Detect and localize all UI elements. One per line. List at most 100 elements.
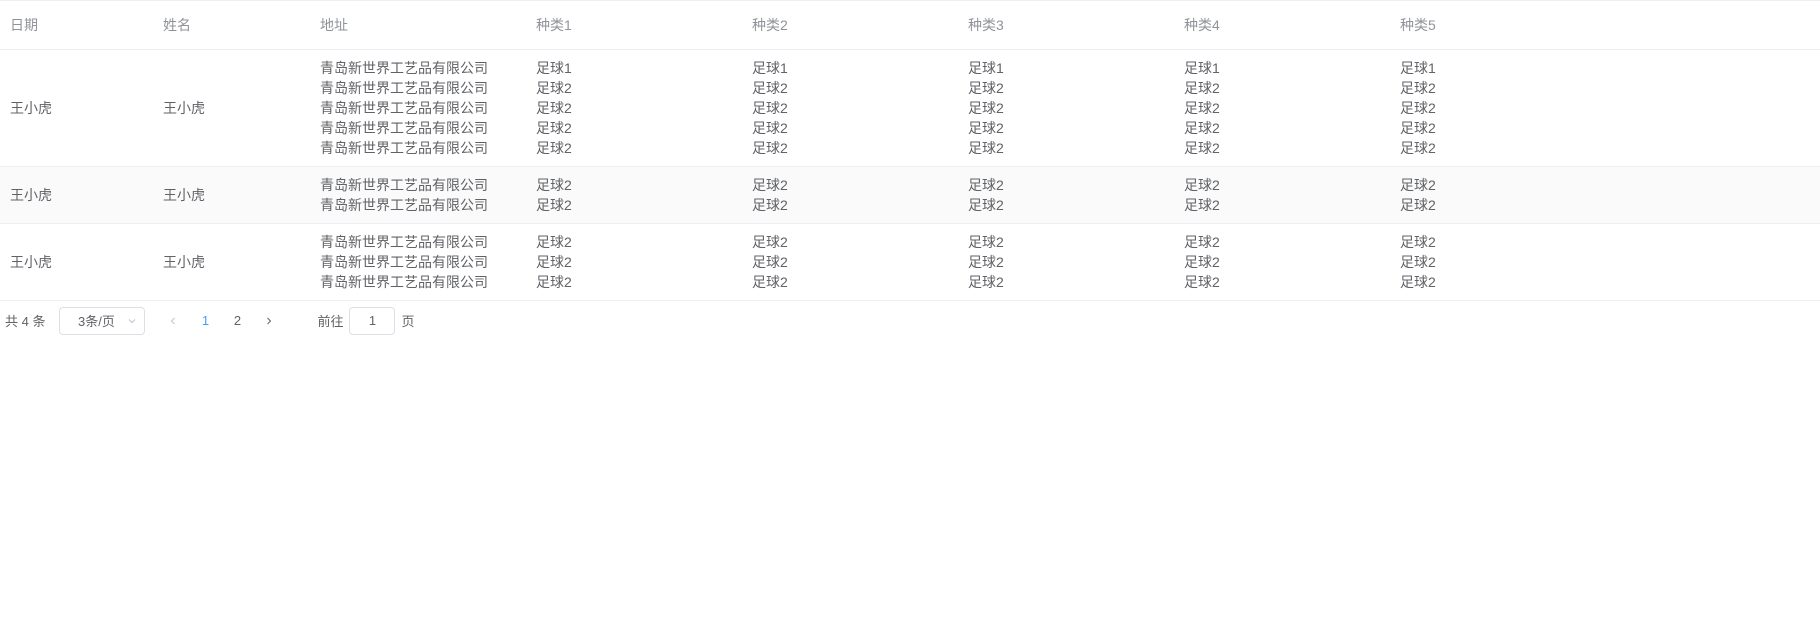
cell-type2: 足球1足球2足球2足球2足球2 — [742, 49, 958, 166]
cell-type1: 足球2足球2足球2 — [526, 223, 742, 300]
cell-type4: 足球2足球2足球2 — [1174, 223, 1390, 300]
data-table: 日期姓名地址种类1种类2种类3种类4种类5 王小虎王小虎青岛新世界工艺品有限公司… — [0, 0, 1820, 301]
cell-line: 足球2 — [968, 98, 1164, 118]
cell-date: 王小虎 — [0, 166, 153, 223]
cell-line: 足球2 — [968, 175, 1164, 195]
cell-line: 足球2 — [536, 252, 732, 272]
column-header-type2: 种类2 — [742, 1, 958, 49]
cell-type5: 足球1足球2足球2足球2足球2 — [1390, 49, 1820, 166]
cell-line: 足球2 — [752, 98, 948, 118]
cell-name: 王小虎 — [153, 223, 310, 300]
cell-line: 足球2 — [1184, 78, 1380, 98]
table-row: 王小虎王小虎青岛新世界工艺品有限公司青岛新世界工艺品有限公司青岛新世界工艺品有限… — [0, 223, 1820, 300]
cell-line: 青岛新世界工艺品有限公司 — [320, 98, 516, 118]
cell-type3: 足球2足球2足球2 — [958, 223, 1174, 300]
pager-page-2[interactable]: 2 — [223, 307, 251, 335]
cell-line: 足球2 — [752, 272, 948, 292]
cell-line: 足球2 — [1400, 118, 1810, 138]
cell-line: 足球2 — [1184, 175, 1380, 195]
cell-line: 足球2 — [752, 175, 948, 195]
cell-line: 足球2 — [752, 138, 948, 158]
jump-suffix: 页 — [401, 311, 414, 330]
table-body: 王小虎王小虎青岛新世界工艺品有限公司青岛新世界工艺品有限公司青岛新世界工艺品有限… — [0, 49, 1820, 300]
cell-line: 足球2 — [752, 252, 948, 272]
cell-line: 足球2 — [752, 232, 948, 252]
cell-type2: 足球2足球2足球2 — [742, 223, 958, 300]
cell-line: 足球2 — [1400, 175, 1810, 195]
cell-line: 足球2 — [752, 78, 948, 98]
cell-date: 王小虎 — [0, 223, 153, 300]
pager-next[interactable] — [255, 307, 283, 335]
cell-line: 青岛新世界工艺品有限公司 — [320, 138, 516, 158]
cell-line: 足球2 — [1400, 98, 1810, 118]
table-header: 日期姓名地址种类1种类2种类3种类4种类5 — [0, 1, 1820, 49]
cell-line: 足球2 — [968, 138, 1164, 158]
column-header-type3: 种类3 — [958, 1, 1174, 49]
cell-line: 足球2 — [536, 138, 732, 158]
cell-type1: 足球2足球2 — [526, 166, 742, 223]
pager-prev — [159, 307, 187, 335]
cell-type2: 足球2足球2 — [742, 166, 958, 223]
page-size-select[interactable]: 3条/页 — [59, 307, 145, 335]
cell-addr: 青岛新世界工艺品有限公司青岛新世界工艺品有限公司青岛新世界工艺品有限公司青岛新世… — [310, 49, 526, 166]
cell-type5: 足球2足球2足球2 — [1390, 223, 1820, 300]
cell-addr: 青岛新世界工艺品有限公司青岛新世界工艺品有限公司青岛新世界工艺品有限公司 — [310, 223, 526, 300]
cell-line: 青岛新世界工艺品有限公司 — [320, 58, 516, 78]
cell-line: 足球2 — [1184, 98, 1380, 118]
column-header-addr: 地址 — [310, 1, 526, 49]
cell-type4: 足球1足球2足球2足球2足球2 — [1174, 49, 1390, 166]
pager: 12 — [159, 307, 283, 335]
cell-line: 足球1 — [1400, 58, 1810, 78]
cell-type3: 足球1足球2足球2足球2足球2 — [958, 49, 1174, 166]
cell-line: 足球2 — [1400, 138, 1810, 158]
cell-line: 足球2 — [1400, 252, 1810, 272]
cell-addr: 青岛新世界工艺品有限公司青岛新世界工艺品有限公司 — [310, 166, 526, 223]
cell-type3: 足球2足球2 — [958, 166, 1174, 223]
cell-line: 足球2 — [968, 195, 1164, 215]
cell-line: 足球2 — [1400, 195, 1810, 215]
cell-line: 足球2 — [1184, 252, 1380, 272]
cell-line: 足球2 — [1400, 232, 1810, 252]
cell-line: 青岛新世界工艺品有限公司 — [320, 175, 516, 195]
cell-line: 青岛新世界工艺品有限公司 — [320, 195, 516, 215]
cell-line: 足球1 — [536, 58, 732, 78]
cell-line: 足球2 — [1184, 195, 1380, 215]
cell-line: 青岛新世界工艺品有限公司 — [320, 78, 516, 98]
cell-line: 青岛新世界工艺品有限公司 — [320, 272, 516, 292]
cell-line: 足球2 — [1184, 272, 1380, 292]
cell-line: 足球2 — [536, 118, 732, 138]
pager-page-1[interactable]: 1 — [191, 307, 219, 335]
jump-prefix: 前往 — [317, 311, 343, 330]
cell-line: 足球1 — [1184, 58, 1380, 78]
cell-line: 足球2 — [968, 252, 1164, 272]
column-header-type5: 种类5 — [1390, 1, 1820, 49]
table-row: 王小虎王小虎青岛新世界工艺品有限公司青岛新世界工艺品有限公司青岛新世界工艺品有限… — [0, 49, 1820, 166]
cell-type4: 足球2足球2 — [1174, 166, 1390, 223]
pagination-jump: 前往 页 — [317, 307, 414, 335]
cell-line: 足球2 — [968, 118, 1164, 138]
cell-line: 足球2 — [752, 195, 948, 215]
page-size-label: 3条/页 — [78, 311, 115, 330]
pagination-total: 共 4 条 — [5, 311, 45, 330]
column-header-name: 姓名 — [153, 1, 310, 49]
cell-line: 足球2 — [536, 195, 732, 215]
cell-line: 足球2 — [1184, 118, 1380, 138]
jump-input[interactable] — [349, 307, 395, 335]
cell-line: 足球2 — [968, 232, 1164, 252]
cell-line: 青岛新世界工艺品有限公司 — [320, 232, 516, 252]
cell-line: 足球2 — [1400, 78, 1810, 98]
cell-date: 王小虎 — [0, 49, 153, 166]
cell-line: 足球2 — [1400, 272, 1810, 292]
cell-type1: 足球1足球2足球2足球2足球2 — [526, 49, 742, 166]
cell-line: 足球2 — [536, 78, 732, 98]
cell-type5: 足球2足球2 — [1390, 166, 1820, 223]
cell-name: 王小虎 — [153, 49, 310, 166]
cell-line: 足球2 — [968, 272, 1164, 292]
cell-line: 足球2 — [536, 98, 732, 118]
cell-line: 足球2 — [1184, 232, 1380, 252]
pagination: 共 4 条 3条/页 12 前往 页 — [0, 301, 1820, 341]
cell-line: 足球2 — [536, 232, 732, 252]
chevron-down-icon — [126, 315, 138, 327]
column-header-type4: 种类4 — [1174, 1, 1390, 49]
cell-line: 足球2 — [752, 118, 948, 138]
